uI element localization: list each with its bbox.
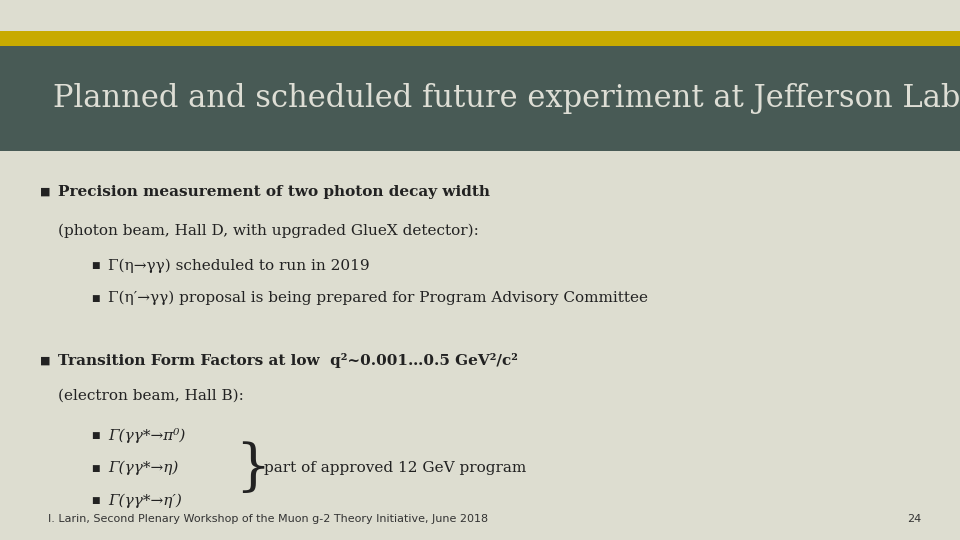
Text: Γ(η′→γγ) proposal is being prepared for Program Advisory Committee: Γ(η′→γγ) proposal is being prepared for … [108,291,649,305]
Text: ■: ■ [40,355,51,365]
Text: ■: ■ [91,261,100,270]
Text: (electron beam, Hall B):: (electron beam, Hall B): [58,388,244,402]
Text: Planned and scheduled future experiment at Jefferson Lab: Planned and scheduled future experiment … [53,83,960,114]
Text: ■: ■ [91,496,100,505]
Text: Γ(γγ*→π⁰): Γ(γγ*→π⁰) [108,428,186,443]
Text: Transition Form Factors at low  q²~0.001…0.5 GeV²/c²: Transition Form Factors at low q²~0.001…… [58,353,517,368]
Text: ■: ■ [91,431,100,440]
Text: ■: ■ [91,464,100,472]
Text: I. Larin, Second Plenary Workshop of the Muon g-2 Theory Initiative, June 2018: I. Larin, Second Plenary Workshop of the… [48,515,488,524]
Bar [0,0,960,31]
Bar [0,46,960,151]
Text: part of approved 12 GeV program: part of approved 12 GeV program [264,461,526,475]
Text: ■: ■ [40,187,51,197]
Text: Γ(γγ*→η′): Γ(γγ*→η′) [108,494,182,508]
Text: ■: ■ [91,294,100,302]
Text: (photon beam, Hall D, with upgraded GlueX detector):: (photon beam, Hall D, with upgraded Glue… [58,224,478,238]
Text: Γ(η→γγ) scheduled to run in 2019: Γ(η→γγ) scheduled to run in 2019 [108,259,371,273]
Text: }: } [235,441,271,496]
Text: Γ(γγ*→η): Γ(γγ*→η) [108,461,179,475]
Text: Precision measurement of two photon decay width: Precision measurement of two photon deca… [58,185,490,199]
Bar [0,31,960,46]
Text: 24: 24 [907,515,922,524]
Bar [0,151,960,540]
